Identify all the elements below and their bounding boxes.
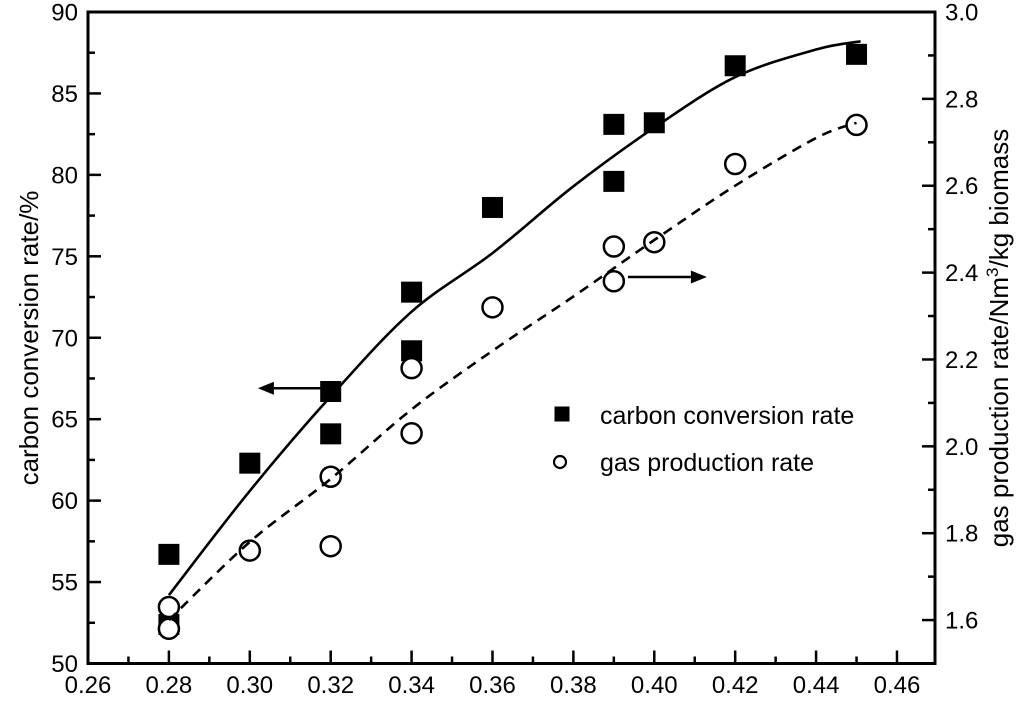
square-data-marker [239,452,261,474]
left-axis-arrow-head [257,381,274,395]
square-data-marker [158,543,180,565]
y-right-tick-label: 1.8 [945,521,978,548]
circle-data-marker [157,595,181,619]
y-left-tick-label: 80 [51,162,78,189]
y-right-tick-label: 2.8 [945,86,978,113]
y-left-tick-label: 60 [51,488,78,515]
legend-label-carbon-conversion-rate: carbon conversion rate [600,402,854,430]
y-left-tick-label: 75 [51,244,78,271]
fit-curves [167,40,861,622]
x-tick-label: 0.38 [550,672,597,699]
data-markers [157,43,868,641]
circle-data-marker [400,422,423,445]
x-tick-label: 0.44 [793,672,840,699]
circle-data-marker [319,534,342,558]
annotation-arrows [257,270,707,395]
y-right-tick-label: 2.0 [945,434,978,461]
y-right-axis-title: gas production rate/Nm3/kg biomass [983,129,1014,547]
circle-data-marker [157,617,181,641]
square-data-marker [846,43,868,65]
x-tick-label: 0.36 [469,672,516,699]
y-left-tick-label: 65 [51,407,78,434]
legend: carbon conversion rate gas production ra… [552,402,854,477]
square-data-marker [481,196,503,218]
legend-filled-square-marker [554,406,570,422]
circle-data-marker [602,235,626,258]
circle-data-marker [602,270,626,293]
square-data-marker [643,112,665,134]
circle-data-marker [481,296,504,319]
y-left-tick-label: 85 [51,81,78,108]
axis-tick-labels: 0.26 0.28 0.30 0.32 0.34 0.36 0.38 0.40 0.42 0.44… [51,0,978,699]
y-right-axis-title-suffix: /kg biomass [984,129,1014,268]
y-right-tick-label: 2.2 [945,347,978,374]
y-right-tick-label: 2.4 [945,260,978,287]
x-tick-label: 0.42 [712,672,759,699]
square-data-marker [603,113,625,135]
square-data-marker [603,170,625,192]
y-left-axis-title: carbon conversion rate/% [14,191,44,486]
circle-data-marker [723,152,747,176]
square-data-marker [320,380,342,402]
circle-data-marker [643,230,666,254]
axis-ticks [86,10,935,665]
fit-curve-solid [167,40,861,596]
circle-data-marker [400,356,423,380]
y-left-tick-label: 90 [51,0,78,27]
square-data-marker [724,55,746,77]
y-right-tick-label: 3.0 [945,0,978,27]
y-right-axis-title-prefix: gas production rate/Nm [984,277,1014,547]
x-tick-label: 0.46 [874,672,921,699]
square-data-marker [320,423,342,445]
x-tick-label: 0.34 [388,672,435,699]
legend-label-gas-production-rate: gas production rate [600,449,814,477]
fit-curve-dashed [167,121,857,622]
x-tick-label: 0.26 [65,672,112,699]
y-right-axis-title-superscript: 3 [983,268,1002,277]
x-tick-label: 0.40 [631,672,678,699]
x-tick-label: 0.28 [146,672,193,699]
x-tick-label: 0.32 [307,672,354,699]
right-axis-arrow-head [690,270,707,284]
x-tick-label: 0.30 [226,672,273,699]
y-right-tick-label: 1.6 [945,608,978,635]
y-left-tick-label: 70 [51,325,78,352]
y-right-tick-label: 2.6 [945,173,978,200]
y-left-tick-label: 55 [51,570,78,597]
square-data-marker [401,281,423,303]
circle-data-marker [845,113,868,137]
square-data-marker [401,340,423,362]
legend-open-circle-marker [552,454,568,470]
y-left-tick-label: 50 [51,651,78,678]
